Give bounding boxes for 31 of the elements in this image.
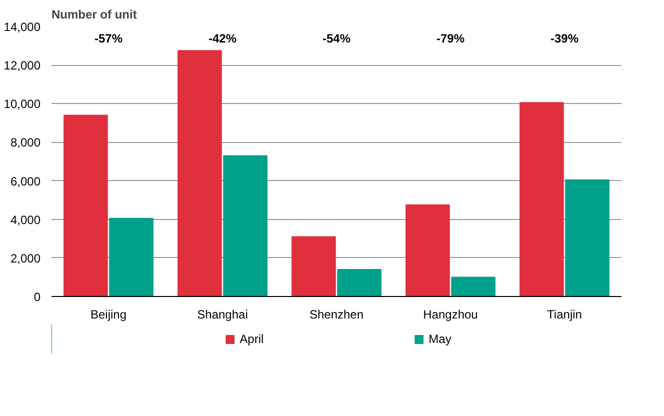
legend-label: April (240, 332, 264, 346)
y-tick-label: 12,000 (4, 58, 41, 73)
annotation: -42% (208, 32, 237, 46)
legend-label: May (428, 332, 452, 346)
bar (406, 204, 450, 296)
y-tick-label: 2,000 (10, 251, 41, 266)
x-tick-label: Shanghai (197, 308, 248, 322)
annotation: -79% (436, 32, 465, 46)
x-tick-label: Hangzhou (423, 308, 478, 322)
x-tick-label: Beijing (90, 308, 127, 322)
y-tick-label: 4,000 (10, 212, 41, 227)
y-tick-label: 6,000 (10, 174, 41, 188)
y-tick-label: 8,000 (10, 136, 41, 150)
bar (223, 155, 268, 296)
bar (451, 276, 496, 296)
y-tick-label: 14,000 (4, 20, 41, 34)
bar (178, 50, 222, 296)
annotation: -54% (322, 32, 351, 46)
annotation: -39% (550, 32, 579, 46)
annotation: -57% (94, 32, 123, 46)
x-tick-label: Shenzhen (309, 308, 364, 322)
y-tick-label: 10,000 (4, 97, 41, 112)
bar (109, 218, 154, 296)
bar (292, 236, 336, 296)
y-tick-label: 0 (34, 290, 41, 304)
bar (565, 179, 610, 296)
bar (64, 114, 108, 296)
chart-title: Number of unit (52, 8, 137, 22)
x-tick-label: Tianjin (547, 308, 582, 322)
bar (520, 102, 564, 296)
bar (337, 269, 382, 296)
